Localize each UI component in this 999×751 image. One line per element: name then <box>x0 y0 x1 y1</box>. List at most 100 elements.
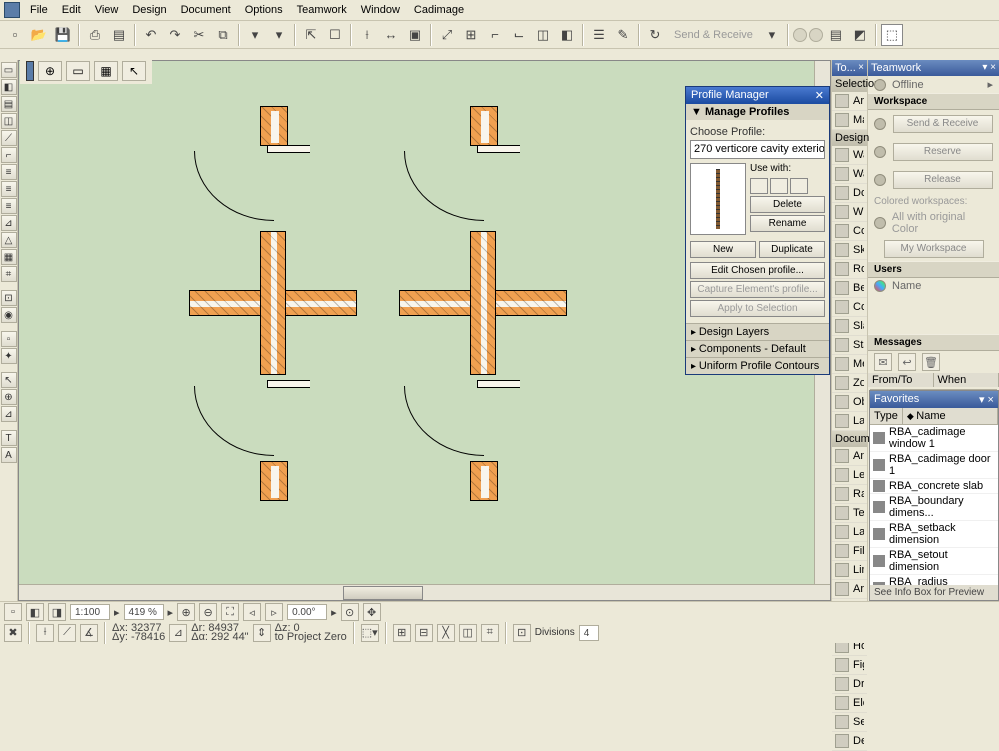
wall-stub-2[interactable] <box>260 461 288 501</box>
coord-handle[interactable] <box>26 61 34 81</box>
left-tool-25[interactable]: A <box>1 447 17 463</box>
favorite-item-4[interactable]: RBA_setback dimension <box>870 521 998 548</box>
t4-icon[interactable]: ⌙ <box>508 24 530 46</box>
teamwork-header[interactable]: Teamwork▾ × <box>868 60 999 76</box>
left-tool-2[interactable]: ▤ <box>1 96 17 112</box>
left-tool-7[interactable]: ≡ <box>1 181 17 197</box>
design-tool-wall[interactable]: Wall <box>832 146 867 165</box>
doc-tool-det[interactable]: Det <box>832 732 867 751</box>
doc-tool-sec[interactable]: Sec <box>832 713 867 732</box>
menu-teamwork[interactable]: Teamwork <box>291 2 353 18</box>
mode1-icon[interactable]: ⊙ <box>341 603 359 621</box>
cross-shape-0[interactable] <box>189 231 357 375</box>
doc-tool-dra[interactable]: Dra <box>832 675 867 694</box>
sb2-m-icon[interactable]: ⊡ <box>513 624 531 642</box>
left-tool-5[interactable]: ⌐ <box>1 147 17 163</box>
left-tool-10[interactable]: △ <box>1 232 17 248</box>
dim-icon[interactable]: ↔ <box>380 24 402 46</box>
help-icon[interactable]: ⬚ <box>881 24 903 46</box>
undo-icon[interactable]: ↶ <box>140 24 162 46</box>
pm-collapse-3[interactable]: ▸ Uniform Profile Contours <box>686 357 829 374</box>
favorites-list[interactable]: RBA_cadimage window 1RBA_cadimage door 1… <box>870 425 998 585</box>
left-tool-3[interactable]: ◫ <box>1 113 17 129</box>
sel-tool-arro[interactable]: Arro <box>832 92 867 111</box>
menu-edit[interactable]: Edit <box>56 2 87 18</box>
sb2-i-icon[interactable]: ⊟ <box>415 624 433 642</box>
msg-del-icon[interactable]: 🗑 <box>922 353 940 371</box>
design-tool-corn[interactable]: Corn <box>832 222 867 241</box>
design-tool-skyl[interactable]: Skyl <box>832 241 867 260</box>
design-tool-slab[interactable]: Slab <box>832 317 867 336</box>
measure-icon[interactable]: ⟊ <box>356 24 378 46</box>
left-tool-1[interactable]: ◧ <box>1 79 17 95</box>
sb-opt1-icon[interactable]: ▫ <box>4 603 22 621</box>
favorites-header[interactable]: Favorites▾ × <box>870 391 998 408</box>
left-tool-15[interactable]: ◉ <box>1 307 17 323</box>
wall-stub-3[interactable] <box>470 461 498 501</box>
t3-icon[interactable]: ⌐ <box>484 24 506 46</box>
mark-icon[interactable]: ◩ <box>849 24 871 46</box>
left-tool-24[interactable]: T <box>1 430 17 446</box>
sb2-k-icon[interactable]: ◫ <box>459 624 477 642</box>
doc-tool-fig[interactable]: Fig <box>832 656 867 675</box>
sb2-e-icon[interactable]: ⊿ <box>169 624 187 642</box>
zoom-prev-icon[interactable]: ◃ <box>243 603 261 621</box>
menu-cadimage[interactable]: Cadimage <box>408 2 470 18</box>
doc-tool-lev[interactable]: Lev <box>832 466 867 485</box>
uw-col-icon[interactable] <box>790 178 808 194</box>
favorites-panel[interactable]: Favorites▾ × Type ◆ Name RBA_cadimage wi… <box>869 390 999 601</box>
pm-collapse-1[interactable]: ▸ Design Layers <box>686 323 829 340</box>
left-tool-9[interactable]: ⊿ <box>1 215 17 231</box>
menu-design[interactable]: Design <box>126 2 172 18</box>
doc-tool-tex[interactable]: Tex <box>832 504 867 523</box>
scrollbar-horizontal[interactable] <box>19 584 830 600</box>
reserve-button[interactable]: Reserve <box>893 143 993 161</box>
menu-file[interactable]: File <box>24 2 54 18</box>
pm-delete-button[interactable]: Delete <box>750 196 825 213</box>
profile-manager-panel[interactable]: Profile Manager✕ ▼ Manage Profiles Choos… <box>685 86 830 375</box>
sb-opt2-icon[interactable]: ◧ <box>26 603 44 621</box>
sync-dd-icon[interactable]: ▾ <box>761 24 783 46</box>
send-receive-button[interactable]: Send & Receive <box>893 115 993 133</box>
left-tool-21[interactable]: ⊕ <box>1 389 17 405</box>
sb2-l-icon[interactable]: ⌗ <box>481 624 499 642</box>
document-panel-header[interactable]: Document <box>832 431 867 447</box>
left-tool-18[interactable]: ✦ <box>1 348 17 364</box>
pm-titlebar[interactable]: Profile Manager✕ <box>686 87 829 104</box>
divisions-field[interactable]: 4 <box>579 625 599 641</box>
left-tool-0[interactable]: ▭ <box>1 62 17 78</box>
design-tool-mesh[interactable]: Mesh <box>832 355 867 374</box>
send-receive-label[interactable]: Send & Receive <box>668 29 759 41</box>
plot-icon[interactable]: ▤ <box>108 24 130 46</box>
selection-panel-header[interactable]: To...× <box>832 60 867 76</box>
favorite-item-1[interactable]: RBA_cadimage door 1 <box>870 452 998 479</box>
sb-opt3-icon[interactable]: ◨ <box>48 603 66 621</box>
tool-b-icon[interactable]: ☐ <box>324 24 346 46</box>
doc-tool-line[interactable]: Line <box>832 561 867 580</box>
favorite-item-5[interactable]: RBA_setout dimension <box>870 548 998 575</box>
t5-icon[interactable]: ◫ <box>532 24 554 46</box>
design-tool-wall[interactable]: Wall <box>832 165 867 184</box>
wall-stub-1[interactable] <box>470 106 498 146</box>
layer-icon[interactable]: ☰ <box>588 24 610 46</box>
sb2-h-icon[interactable]: ⊞ <box>393 624 411 642</box>
t2-icon[interactable]: ⊞ <box>460 24 482 46</box>
cut-icon[interactable]: ✂ <box>188 24 210 46</box>
menu-document[interactable]: Document <box>175 2 237 18</box>
doc-tool-rad[interactable]: Rad <box>832 485 867 504</box>
view-icon[interactable]: ▤ <box>825 24 847 46</box>
left-tool-12[interactable]: ⌗ <box>1 266 17 282</box>
wall-stub-0[interactable] <box>260 106 288 146</box>
doc-tool-lab[interactable]: Lab <box>832 523 867 542</box>
sb2-c-icon[interactable]: ⟋ <box>58 624 76 642</box>
zoom-field[interactable]: 419 % <box>124 604 164 620</box>
design-panel-header[interactable]: Design <box>832 130 867 146</box>
angle-field[interactable]: 0.00° <box>287 604 327 620</box>
zoom-fit-icon[interactable]: ⛶ <box>221 603 239 621</box>
door-arc-1[interactable] <box>404 151 484 221</box>
redo-icon[interactable]: ↷ <box>164 24 186 46</box>
t6-icon[interactable]: ◧ <box>556 24 578 46</box>
pen-icon[interactable]: ✎ <box>612 24 634 46</box>
uw-wall-icon[interactable] <box>750 178 768 194</box>
sb2-f-icon[interactable]: ⇕ <box>253 624 271 642</box>
